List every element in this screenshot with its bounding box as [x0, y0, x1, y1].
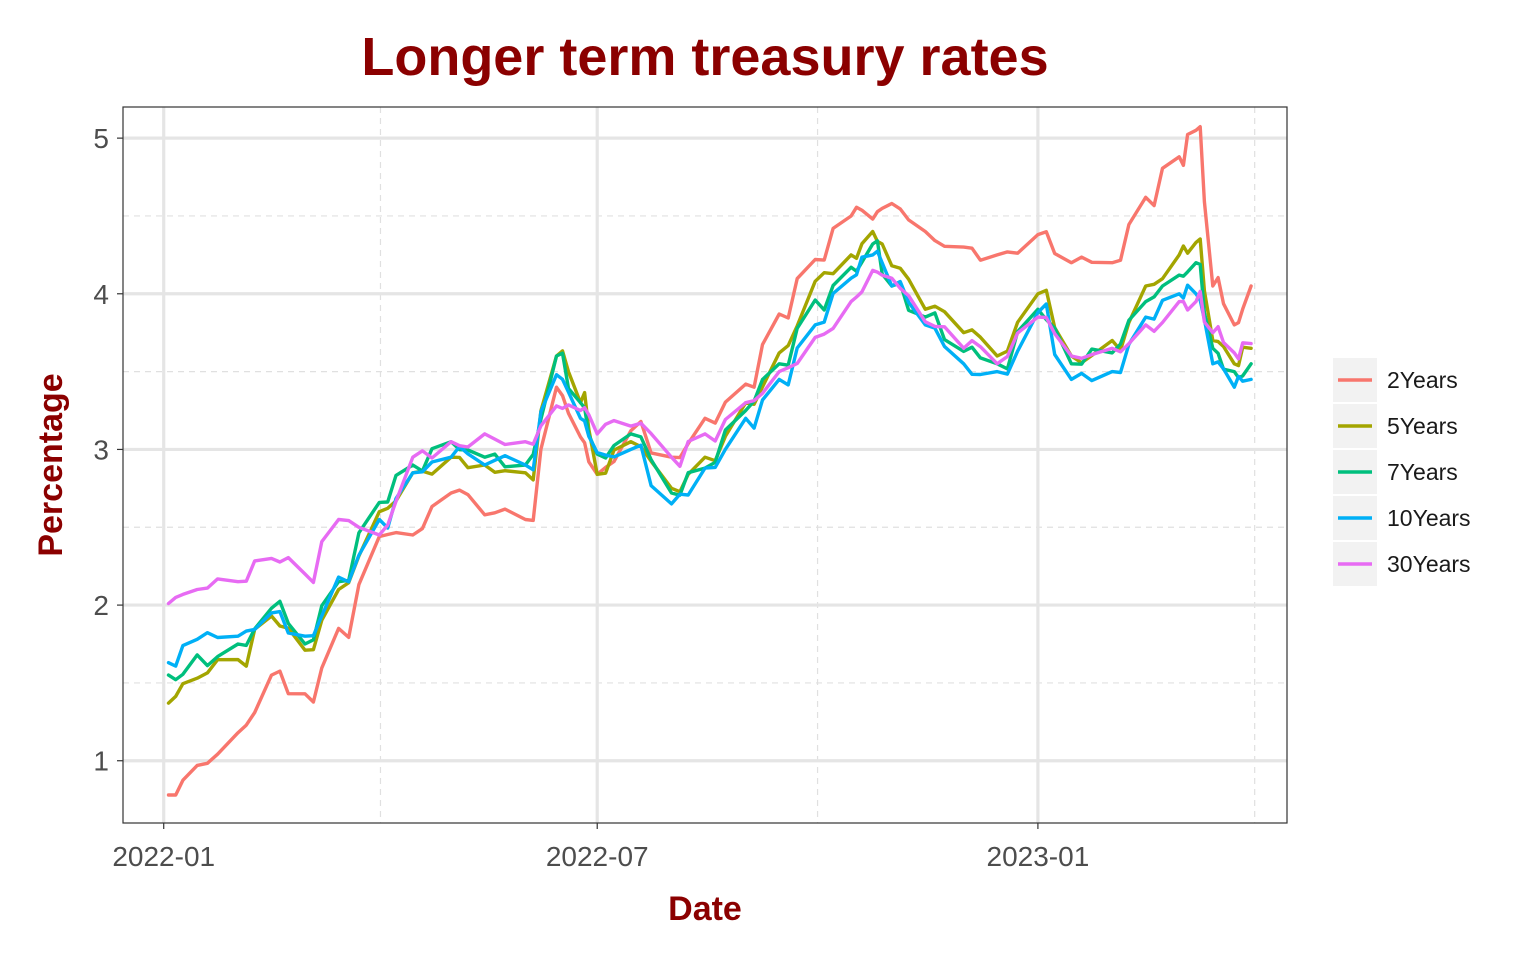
- x-axis-title: Date: [668, 890, 742, 928]
- legend-label: 7Years: [1387, 459, 1458, 485]
- y-tick-label: 4: [93, 279, 109, 310]
- legend-label: 30Years: [1387, 551, 1471, 577]
- y-tick-label: 5: [93, 123, 109, 154]
- x-tick-label: 2022-07: [546, 841, 649, 872]
- y-axis-title: Percentage: [32, 373, 70, 556]
- legend-label: 2Years: [1387, 367, 1458, 393]
- grid-lines: [123, 107, 1287, 823]
- y-tick-label: 3: [93, 434, 109, 465]
- y-tick-label: 1: [93, 746, 109, 777]
- legend-label: 5Years: [1387, 413, 1458, 439]
- x-tick-label: 2022-01: [112, 841, 215, 872]
- series-lines: [166, 125, 1253, 797]
- x-tick-label: 2023-01: [987, 841, 1090, 872]
- series-line-30years: [166, 268, 1253, 606]
- plot-panel: [122, 106, 1288, 824]
- axes: 1 2 3 4 5 2022-01 2022-07 2023-01: [93, 123, 1089, 872]
- chart-title: Longer term treasury rates: [361, 27, 1048, 87]
- legend: 2Years 5Years 7Years 10Years 30Years: [1333, 358, 1471, 586]
- legend-label: 10Years: [1387, 505, 1471, 531]
- series-line-2years: [166, 125, 1253, 797]
- y-tick-label: 2: [93, 590, 109, 621]
- series-line-7years: [166, 239, 1253, 682]
- series-line-10years: [166, 249, 1253, 668]
